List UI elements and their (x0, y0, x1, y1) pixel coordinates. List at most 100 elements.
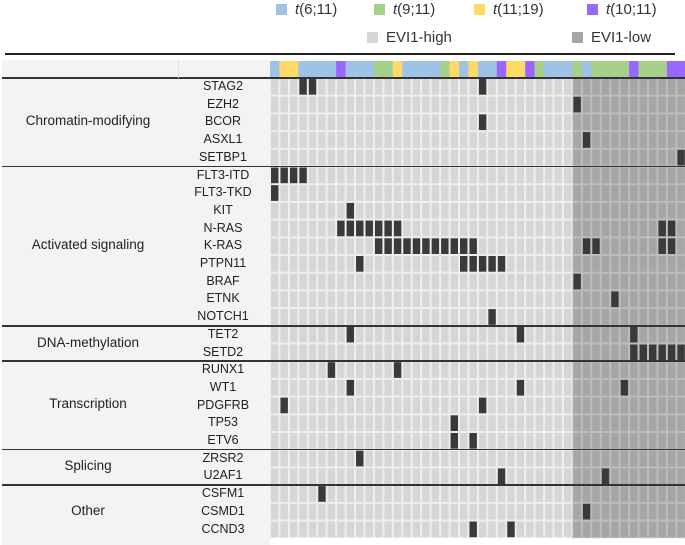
mutation-cell (497, 468, 506, 485)
sample-cell (318, 433, 326, 449)
sample-cell (478, 96, 487, 113)
sample-cell (563, 450, 572, 467)
sample-cell (374, 468, 383, 485)
sample-cell (658, 450, 666, 467)
sample-cell (412, 114, 421, 131)
category-separator (2, 484, 685, 486)
sample-cell (299, 468, 307, 485)
sample-cell (422, 379, 430, 396)
sample-cell (516, 96, 525, 113)
sample-cell (535, 450, 544, 467)
sample-cell (365, 132, 373, 148)
sample-cell (611, 149, 619, 166)
sample-cell (630, 79, 638, 95)
sample-cell (488, 114, 496, 131)
sample-cell (639, 415, 647, 431)
sample-cell (318, 415, 326, 431)
sample-cell (488, 326, 496, 343)
sample-cell (488, 433, 496, 449)
sample-cell (384, 96, 392, 113)
sample-cell (677, 132, 685, 148)
sample-cell (497, 238, 506, 254)
sample-cell (280, 238, 288, 254)
sample-cell (611, 185, 619, 201)
sample-cell (620, 309, 629, 325)
sample-cell (403, 273, 411, 290)
sample-cell (412, 291, 421, 308)
sample-cell (545, 291, 553, 308)
sample-cell (365, 309, 373, 325)
sample-cell (422, 114, 430, 131)
sample-cell (280, 220, 288, 237)
gene-label: TP53 (208, 415, 238, 430)
sample-cell (535, 149, 544, 166)
gene-label: ASXL1 (203, 132, 243, 147)
sample-cell (337, 256, 345, 272)
category-separator (2, 325, 685, 327)
sample-cell (356, 132, 364, 148)
sample-cell (611, 96, 619, 113)
sample-cell (374, 450, 383, 467)
mutation-cell (299, 167, 307, 184)
sample-cell (545, 344, 553, 361)
sample-cell (346, 238, 355, 254)
legend-evi1-low: EVI1-low (572, 29, 651, 46)
sample-cell (582, 220, 591, 237)
sample-cell (403, 379, 411, 396)
sample-cell (630, 132, 638, 148)
sample-cell (422, 433, 430, 449)
mutation-cell (667, 220, 676, 237)
sample-cell (412, 362, 421, 378)
sample-cell (271, 149, 279, 166)
sample-cell (271, 503, 279, 520)
sample-cell (318, 256, 326, 272)
category-separator (2, 77, 685, 79)
sample-cell (308, 291, 317, 308)
sample-cell (582, 450, 591, 467)
sample-cell (497, 96, 506, 113)
sample-cell (431, 256, 440, 272)
sample-cell (507, 344, 515, 361)
sample-cell (441, 291, 449, 308)
sample-cell (327, 114, 336, 131)
legend-label-evi1-low: EVI1-low (591, 29, 652, 46)
translocation-cell (430, 61, 441, 78)
sample-cell (649, 486, 657, 502)
category-separator (2, 448, 685, 451)
sample-cell (393, 468, 402, 485)
sample-cell (563, 379, 572, 396)
sample-cell (526, 397, 534, 414)
mutation-cell (601, 468, 610, 485)
sample-cell (384, 185, 392, 201)
sample-cell (507, 149, 515, 166)
sample-cell (460, 397, 468, 414)
sample-cell (460, 503, 468, 520)
sample-cell (630, 379, 638, 396)
sample-cell (431, 503, 440, 520)
sample-cell (450, 521, 458, 538)
sample-cell (318, 114, 326, 131)
legend-t1119: t(11;19) (474, 1, 544, 18)
sample-cell (299, 379, 307, 396)
sample-cell (299, 344, 307, 361)
sample-cell (299, 220, 307, 237)
sample-cell (507, 450, 515, 467)
sample-cell (478, 415, 487, 431)
sample-cell (289, 362, 298, 378)
sample-cell (620, 503, 629, 520)
sample-cell (639, 486, 647, 502)
sample-cell (403, 344, 411, 361)
sample-cell (601, 433, 610, 449)
sample-cell (488, 450, 496, 467)
sample-cell (554, 326, 562, 343)
sample-cell (422, 397, 430, 414)
sample-cell (403, 149, 411, 166)
sample-cell (356, 167, 364, 184)
sample-cell (535, 521, 544, 538)
sample-cell (422, 96, 430, 113)
sample-cell (422, 362, 430, 378)
legend-swatch-t1011 (587, 4, 598, 15)
mutation-cell (289, 167, 298, 184)
sample-cell (337, 309, 345, 325)
sample-cell (374, 415, 383, 431)
